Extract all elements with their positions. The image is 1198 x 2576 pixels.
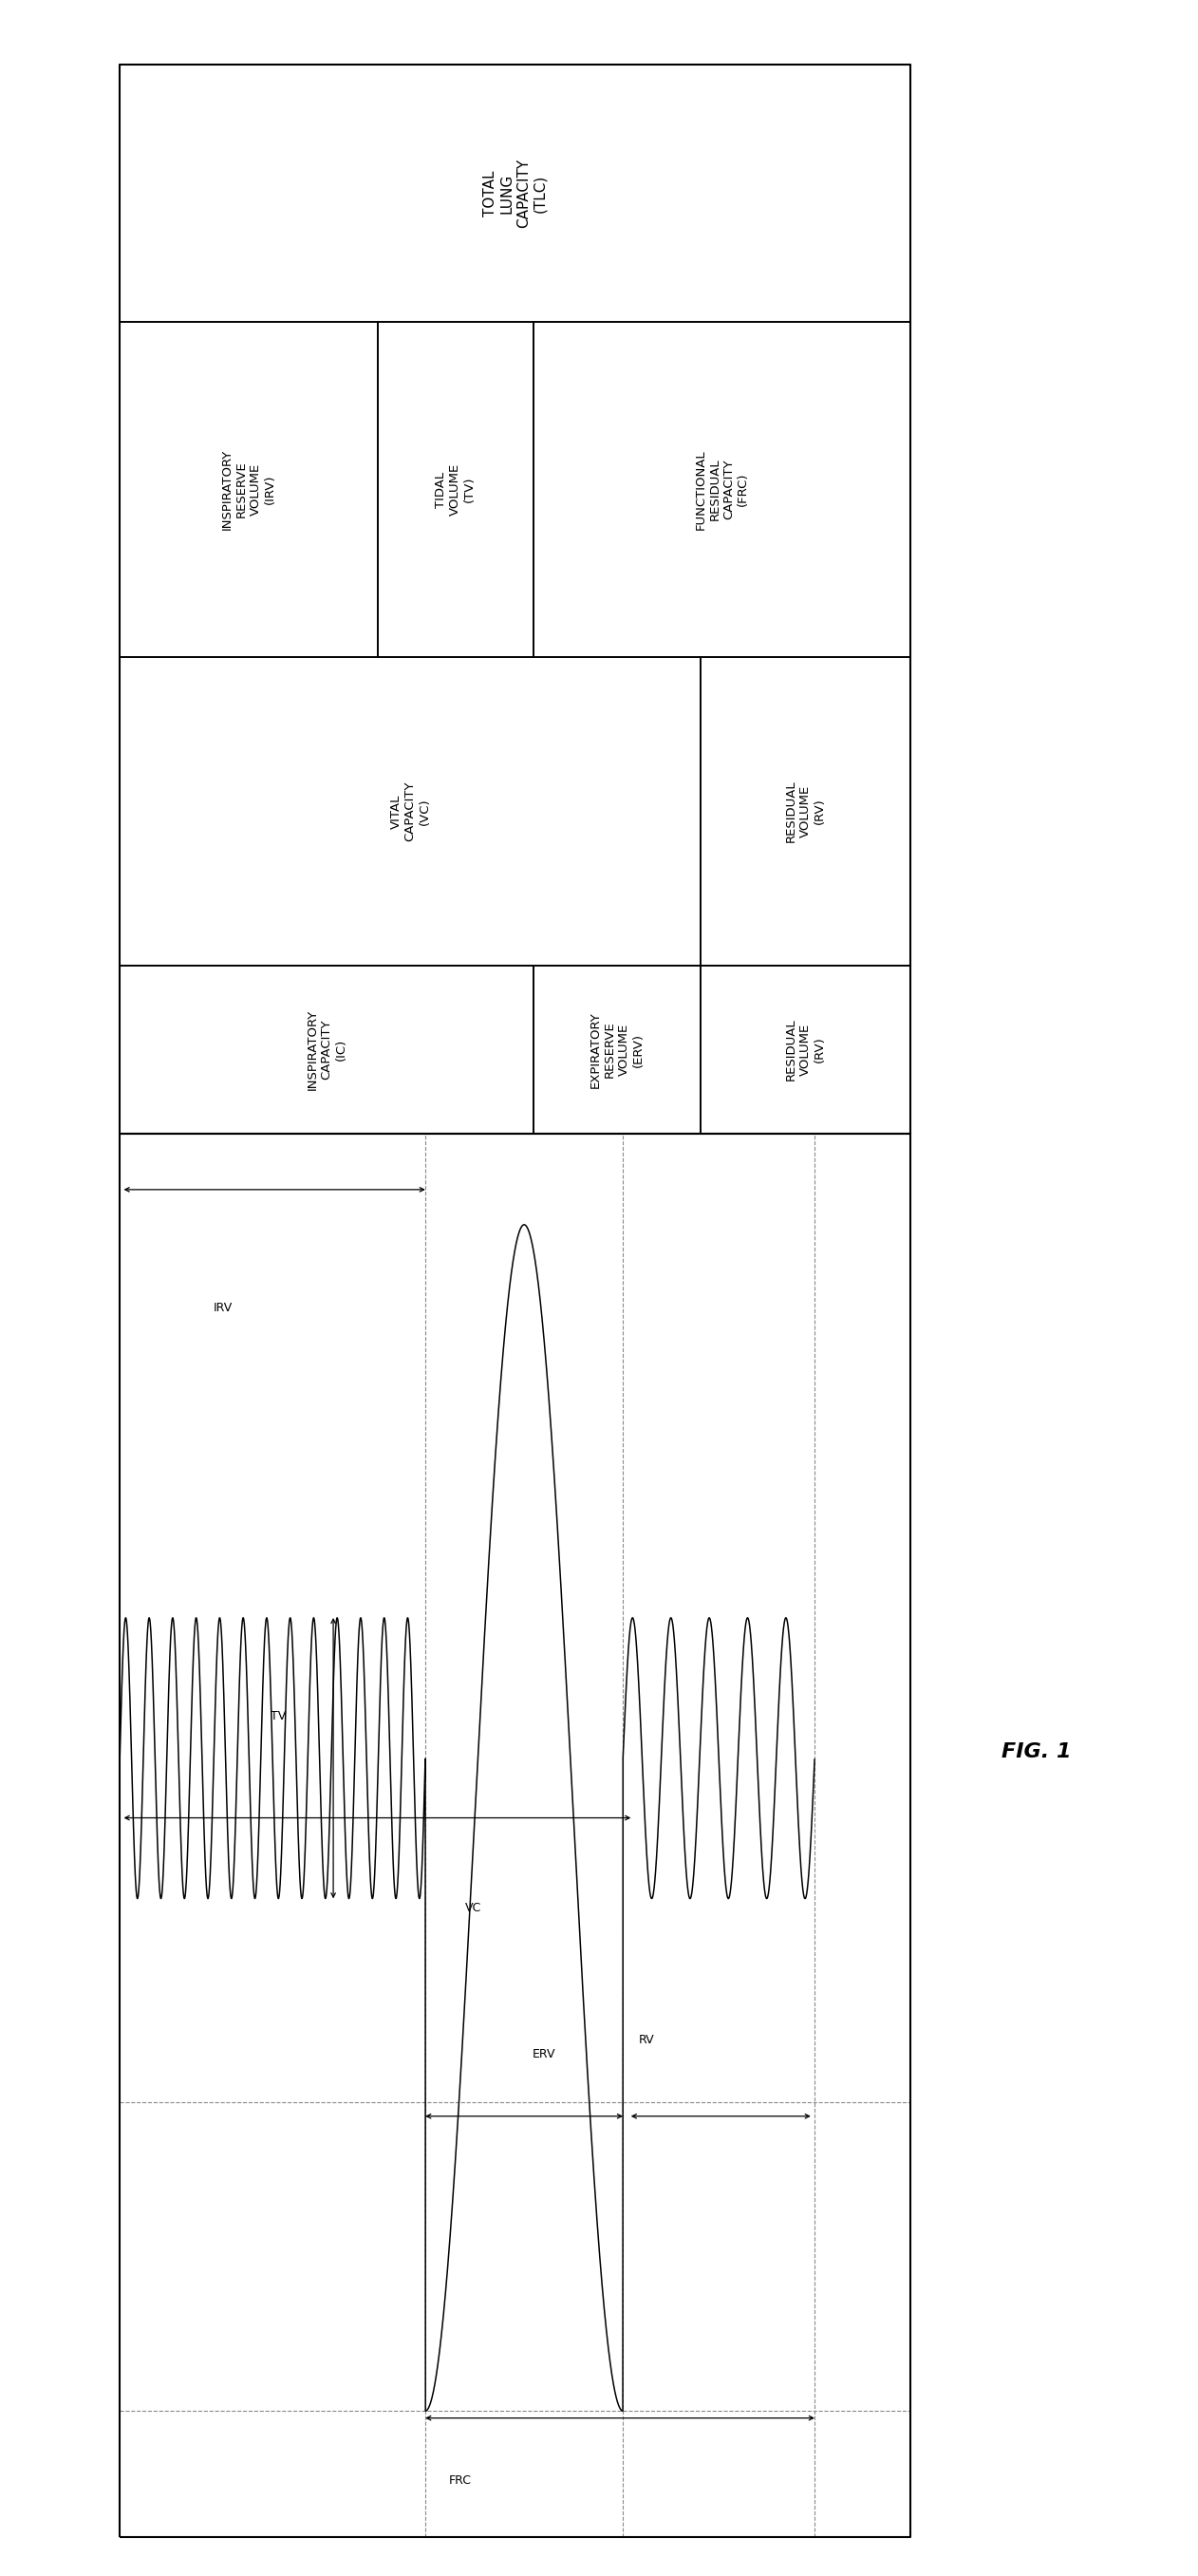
Text: ERV: ERV	[532, 2048, 556, 2061]
Text: VC: VC	[465, 1901, 482, 1914]
Text: VITAL
CAPACITY
(VC): VITAL CAPACITY (VC)	[389, 781, 431, 842]
Text: IRV: IRV	[213, 1301, 232, 1314]
Text: TOTAL
LUNG
CAPACITY
(TLC): TOTAL LUNG CAPACITY (TLC)	[483, 160, 547, 227]
Text: FRC: FRC	[449, 2473, 472, 2486]
Text: RESIDUAL
VOLUME
(RV): RESIDUAL VOLUME (RV)	[785, 1018, 827, 1082]
Text: INSPIRATORY
CAPACITY
(IC): INSPIRATORY CAPACITY (IC)	[305, 1010, 347, 1090]
Text: TIDAL
VOLUME
(TV): TIDAL VOLUME (TV)	[435, 464, 476, 515]
Text: RESIDUAL
VOLUME
(RV): RESIDUAL VOLUME (RV)	[785, 781, 827, 842]
Text: INSPIRATORY
RESERVE
VOLUME
(IRV): INSPIRATORY RESERVE VOLUME (IRV)	[222, 448, 276, 531]
Text: FIG. 1: FIG. 1	[1002, 1741, 1071, 1762]
Text: EXPIRATORY
RESERVE
VOLUME
(ERV): EXPIRATORY RESERVE VOLUME (ERV)	[589, 1012, 645, 1087]
Text: TV: TV	[271, 1710, 286, 1723]
Text: RV: RV	[639, 2032, 654, 2045]
Text: FUNCTIONAL
RESIDUAL
CAPACITY
(FRC): FUNCTIONAL RESIDUAL CAPACITY (FRC)	[695, 448, 749, 531]
